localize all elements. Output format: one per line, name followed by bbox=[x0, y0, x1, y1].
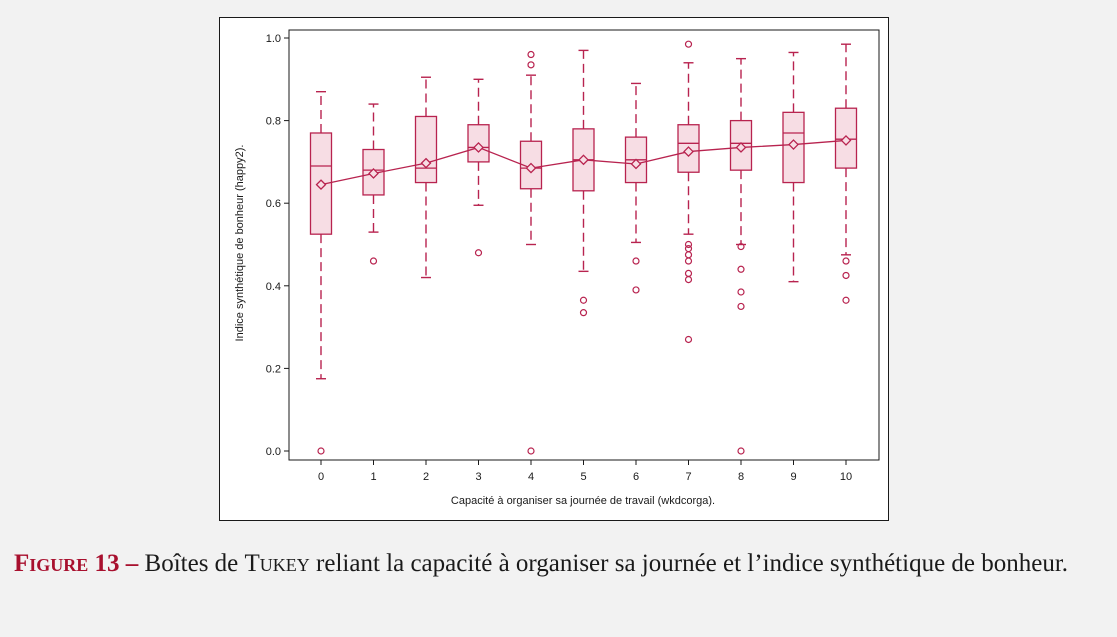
mean-marker bbox=[788, 139, 799, 150]
caption-text-before: Boîtes de bbox=[138, 550, 245, 577]
y-tick-label: 0.2 bbox=[266, 363, 281, 375]
y-tick-label: 0.4 bbox=[266, 281, 281, 293]
x-tick-label: 4 bbox=[528, 471, 534, 483]
outlier-point bbox=[474, 249, 483, 257]
outlier-point bbox=[579, 309, 588, 317]
box-iqr bbox=[414, 115, 438, 184]
x-tick-label: 2 bbox=[423, 471, 429, 483]
x-tick-label: 5 bbox=[580, 471, 586, 483]
outlier-point bbox=[684, 40, 693, 48]
mean-marker bbox=[420, 157, 432, 169]
x-tick-label: 10 bbox=[840, 471, 852, 483]
outlier-point bbox=[684, 240, 693, 249]
outlier-point bbox=[527, 447, 535, 455]
x-tick-label: 9 bbox=[790, 471, 796, 483]
mean-marker bbox=[840, 135, 852, 146]
y-tick-label: 0.6 bbox=[266, 198, 281, 210]
box-plot-chart: 0.0 0.2 0.4 0.6 0.8 1.0 0 1 2 3 4 5 6 7 8 9 10 Capacité à… bbox=[234, 29, 880, 507]
x-tick-label: 1 bbox=[370, 471, 376, 483]
mean-marker bbox=[473, 142, 484, 153]
outlier-point bbox=[842, 271, 850, 280]
outlier-point bbox=[684, 257, 693, 265]
outlier-point bbox=[737, 242, 745, 251]
outlier-point bbox=[842, 257, 850, 265]
x-tick-label: 8 bbox=[738, 471, 744, 483]
caption-text-after: reliant la capacité à organiser sa journ… bbox=[309, 550, 1069, 577]
outlier-point bbox=[842, 296, 850, 304]
outlier-point bbox=[632, 286, 640, 294]
y-axis-title: Indice synthétique de bonheur (happy2). bbox=[234, 145, 246, 342]
x-tick-label: 0 bbox=[318, 471, 324, 483]
outlier-point bbox=[632, 257, 640, 265]
mean-marker bbox=[315, 179, 327, 191]
outlier-point bbox=[579, 296, 588, 304]
outlier-point bbox=[737, 265, 745, 273]
outlier-point bbox=[317, 447, 325, 455]
outlier-point bbox=[684, 276, 693, 284]
caption-name: Tukey bbox=[244, 550, 310, 577]
y-tick-label: 0.0 bbox=[266, 446, 281, 458]
figure-frame: 0.0 0.2 0.4 0.6 0.8 1.0 0 1 2 3 4 5 6 7 8 9 10 Capacité à… bbox=[219, 17, 889, 521]
mean-marker bbox=[683, 146, 694, 157]
outlier-point bbox=[369, 257, 378, 265]
y-tick-label: 1.0 bbox=[266, 33, 281, 45]
outlier-point bbox=[684, 269, 693, 278]
y-tick-label: 0.8 bbox=[266, 116, 281, 128]
outlier-point bbox=[684, 251, 693, 259]
mean-marker bbox=[630, 158, 642, 170]
outlier-point bbox=[684, 335, 693, 344]
outlier-point bbox=[684, 245, 693, 253]
mean-marker bbox=[578, 154, 589, 166]
x-tick-label: 6 bbox=[633, 471, 639, 483]
mean-marker bbox=[368, 168, 379, 179]
x-axis-title: Capacité à organiser sa journée de trava… bbox=[451, 495, 715, 507]
caption-prefix: Figure 13 – bbox=[14, 550, 139, 577]
x-tick-label: 7 bbox=[685, 471, 691, 483]
mean-marker bbox=[525, 162, 537, 174]
outlier-point bbox=[737, 447, 745, 455]
mean-marker bbox=[735, 142, 747, 153]
outlier-point bbox=[527, 61, 535, 69]
outlier-point bbox=[737, 288, 745, 296]
outlier-point bbox=[527, 50, 535, 59]
outlier-point bbox=[737, 302, 745, 311]
figure-caption: Figure 13 – Boîtes de Tukey reliant la c… bbox=[14, 546, 1109, 581]
x-tick-label: 3 bbox=[475, 471, 481, 483]
